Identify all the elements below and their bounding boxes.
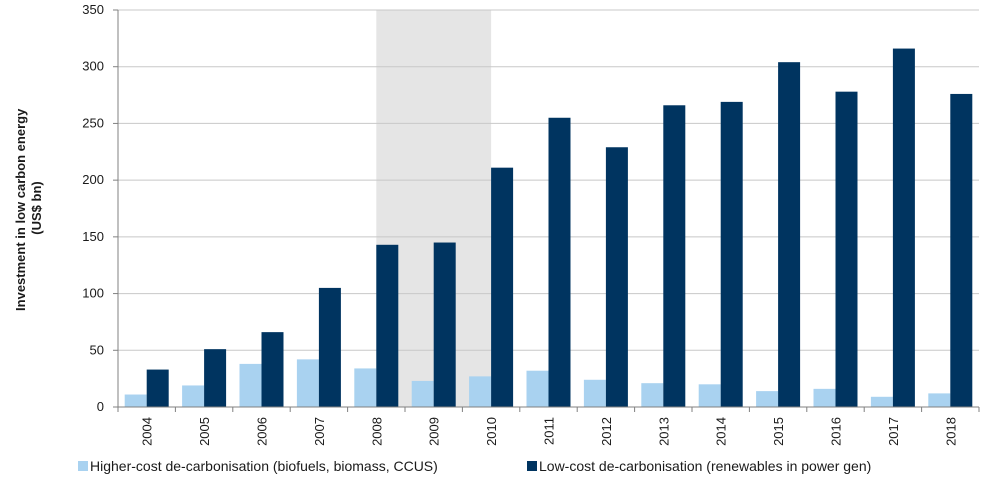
- bar-higher-cost: [296, 359, 319, 407]
- bar-low-cost: [376, 244, 399, 407]
- y-tick-label: 300: [82, 59, 104, 74]
- bar-higher-cost: [928, 393, 951, 407]
- y-axis-title-line2: (US$ bn): [29, 181, 44, 234]
- x-tick-label: 2010: [484, 417, 499, 446]
- bar-higher-cost: [583, 379, 606, 407]
- legend-label: Higher-cost de-carbonisation (biofuels, …: [90, 458, 438, 474]
- bar-higher-cost: [870, 396, 893, 407]
- x-tick-label: 2004: [140, 417, 155, 446]
- bar-low-cost: [720, 101, 743, 408]
- x-tick-label: 2015: [771, 417, 786, 446]
- legend-label: Low-cost de-carbonisation (renewables in…: [539, 458, 871, 474]
- x-tick-label: 2017: [886, 417, 901, 446]
- bar-low-cost: [663, 105, 686, 407]
- bar-higher-cost: [526, 370, 549, 407]
- bar-higher-cost: [641, 383, 664, 407]
- axes: [113, 9, 980, 412]
- y-tick-label: 50: [90, 342, 104, 357]
- bar-low-cost: [318, 287, 341, 407]
- y-axis-title-line1: Investment in low carbon energy: [13, 108, 28, 311]
- x-tick-label: 2013: [656, 417, 671, 446]
- x-tick-label: 2007: [312, 417, 327, 446]
- legend: Higher-cost de-carbonisation (biofuels, …: [78, 458, 871, 474]
- y-tick-label: 350: [82, 2, 104, 17]
- y-tick-label: 200: [82, 172, 104, 187]
- legend-swatch: [527, 461, 537, 471]
- y-tick-label: 100: [82, 286, 104, 301]
- x-tick-labels: 2004 2005 2006 2007 2008 2009 2010 2011 2012 2013…: [140, 417, 959, 446]
- x-tick-label: 2008: [369, 417, 384, 446]
- y-tick-label: 0: [97, 399, 104, 414]
- y-axis-title: Investment in low carbon energy (US$ bn): [13, 105, 44, 311]
- bar-higher-cost: [239, 363, 262, 407]
- legend-swatch: [78, 461, 88, 471]
- x-tick-label: 2009: [427, 417, 442, 446]
- x-tick-label: 2006: [255, 417, 270, 446]
- bar-low-cost: [605, 147, 628, 407]
- bar-low-cost: [146, 369, 169, 407]
- bar-low-cost: [778, 62, 801, 407]
- x-tick-label: 2012: [599, 417, 614, 446]
- bars: [124, 48, 973, 408]
- bar-low-cost: [433, 242, 456, 407]
- x-tick-label: 2014: [714, 417, 729, 446]
- bar-low-cost: [491, 167, 514, 407]
- bar-low-cost: [261, 332, 284, 407]
- bar-low-cost: [950, 93, 973, 408]
- x-tick-label: 2018: [943, 417, 958, 446]
- bar-higher-cost: [813, 388, 836, 407]
- y-tick-label: 250: [82, 115, 104, 130]
- bar-higher-cost: [756, 391, 779, 407]
- bar-higher-cost: [411, 380, 434, 407]
- bar-higher-cost: [124, 394, 147, 407]
- bar-higher-cost: [469, 376, 492, 407]
- x-tick-label: 2011: [542, 417, 557, 445]
- bar-low-cost: [204, 349, 227, 407]
- bar-low-cost: [892, 48, 915, 408]
- bar-higher-cost: [182, 385, 205, 407]
- bar-low-cost: [548, 117, 571, 407]
- y-tick-label: 150: [82, 229, 104, 244]
- x-tick-label: 2005: [197, 417, 212, 446]
- bar-higher-cost: [354, 368, 377, 407]
- x-tick-label: 2016: [829, 417, 844, 446]
- bar-higher-cost: [698, 384, 721, 407]
- bar-low-cost: [835, 91, 858, 407]
- y-tick-labels: 0 50 100 150 200 250 300 350: [82, 2, 104, 414]
